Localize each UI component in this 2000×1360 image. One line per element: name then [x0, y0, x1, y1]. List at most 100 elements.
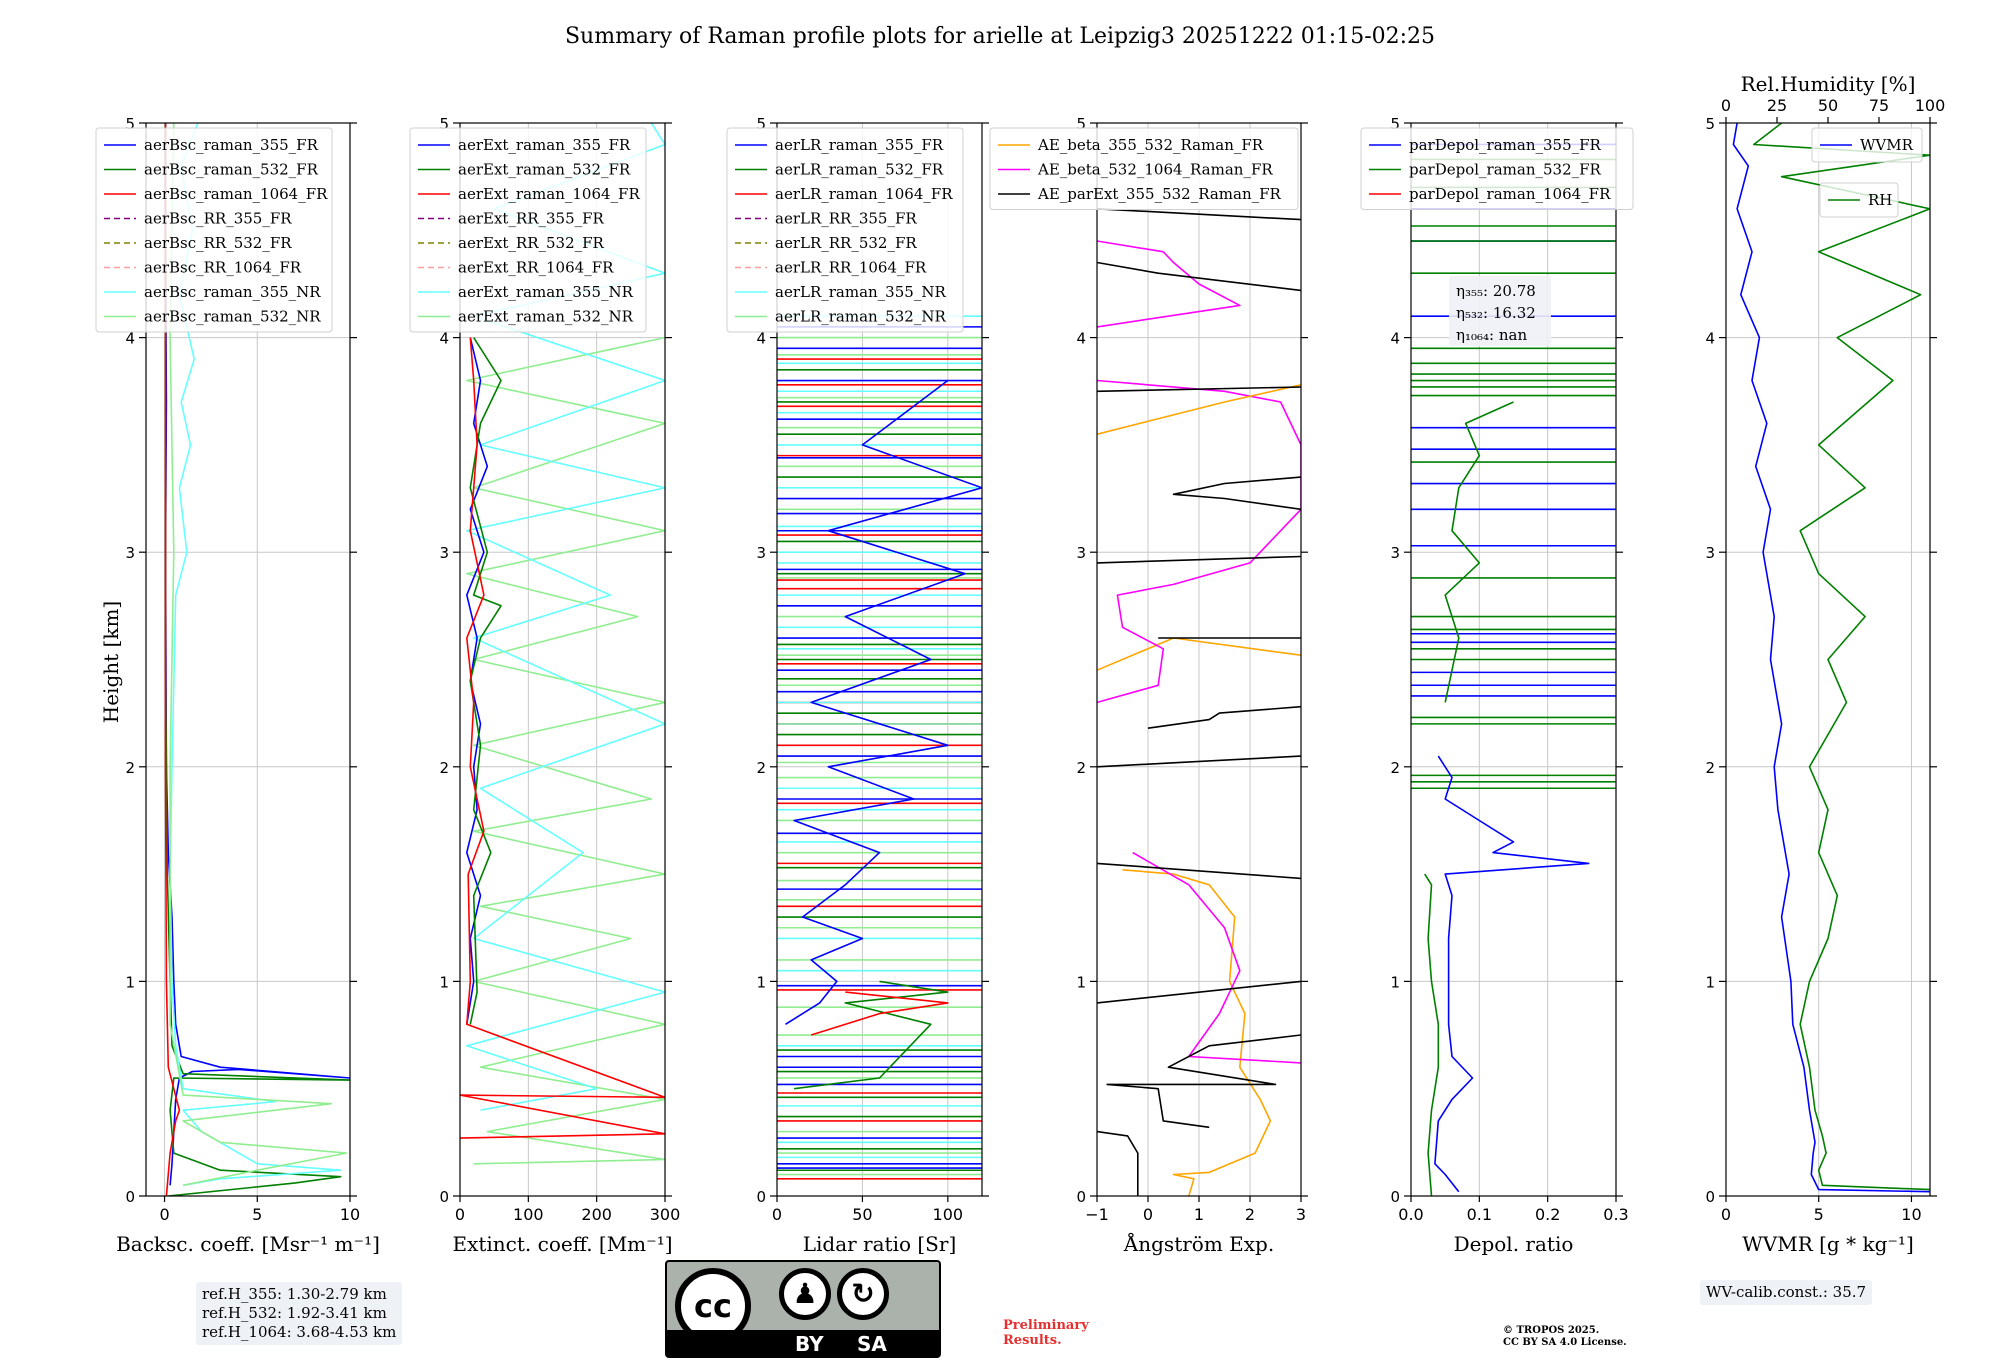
annotation-line: η₃₅₅: 20.78 — [1456, 282, 1536, 300]
series-line-AE_parExt_355_532_Raman_FR — [1097, 755, 1301, 768]
legend-item: aerExt_RR_532_FR — [458, 234, 605, 252]
legend-item: parDepol_raman_532_FR — [1409, 161, 1602, 179]
legend-item: aerLR_RR_1064_FR — [775, 259, 927, 277]
x-tick-label: 0.1 — [1467, 1205, 1492, 1224]
series-line-AE_parExt_355_532_Raman_FR — [1147, 705, 1301, 729]
ref-height-532: ref.H_532: 1.92-3.41 km — [202, 1304, 387, 1322]
y-tick-label: 2 — [125, 759, 135, 777]
depol-annotation: η₃₅₅: 20.78 η₅₃₂: 16.32 η₁₀₆₄: nan — [1449, 276, 1551, 346]
x-tick-label: −1 — [1085, 1205, 1109, 1224]
top-x-tick-label: 0 — [1721, 96, 1731, 115]
y-tick-label: 1 — [1705, 973, 1715, 991]
y-tick-label: 3 — [125, 544, 135, 562]
preliminary-line-1: Preliminary — [1003, 1318, 1089, 1333]
legend-item: aerBsc_RR_355_FR — [144, 210, 292, 228]
x-tick-label: 300 — [650, 1205, 681, 1224]
by-label: BY — [795, 1332, 824, 1356]
legend-box — [1360, 127, 1634, 210]
legend-item: aerBsc_raman_355_FR — [144, 136, 319, 154]
x-tick-label: 0 — [1721, 1205, 1731, 1224]
legend-box — [726, 127, 964, 333]
ref-heights-box: ref.H_355: 1.30-2.79 km ref.H_532: 1.92-… — [196, 1282, 403, 1345]
panel-depol: 0 1 2 3 4 5 0.0 0.1 0.2 0.3 Depol. ratio parDepol_r… — [1360, 115, 1634, 1256]
series-line-AE_parExt_355_532_Raman_FR — [1172, 476, 1301, 511]
top-x-axis-label: Rel.Humidity [%] — [1741, 72, 1916, 96]
series-line-AE_parExt_355_532_Raman_FR — [1097, 1130, 1139, 1196]
legend-box — [409, 127, 647, 333]
cc-license-badge[interactable]: cc ♟ ↻ BY SA — [665, 1260, 941, 1358]
y-tick-label: 3 — [1076, 544, 1086, 562]
x-axis-label: Extinct. coeff. [Mm⁻¹] — [452, 1232, 672, 1256]
axes-frame — [459, 122, 666, 1197]
by-icon: ♟ — [779, 1268, 831, 1320]
series-line-aerLR_raman_355_FR — [785, 379, 982, 1025]
series-line-AE_parExt_355_532_Raman_FR — [1097, 208, 1301, 221]
panel-ext: 0 1 2 3 4 5 0 100 200 300 Extinct. coeff. [Mm⁻¹] ae… — [409, 115, 681, 1256]
x-axis-label: Depol. ratio — [1454, 1232, 1574, 1256]
series-line-aerExt_raman_532_NR — [465, 336, 665, 1165]
series-line-AE_parExt_355_532_Raman_FR — [1097, 555, 1301, 564]
legend-item: aerExt_raman_532_FR — [458, 161, 631, 179]
legend: AE_beta_355_532_Raman_FR AE_beta_532_1064… — [989, 127, 1299, 210]
y-tick-label: 5 — [1390, 115, 1400, 133]
legend: aerLR_raman_355_FR aerLR_raman_532_FR aerL… — [726, 127, 964, 333]
legend-item: AE_parExt_355_532_Raman_FR — [1037, 185, 1282, 203]
y-tick-label: 4 — [1705, 330, 1715, 348]
legend-item: RH — [1868, 191, 1892, 209]
x-tick-label: 10 — [340, 1205, 360, 1224]
y-tick-label: 5 — [756, 115, 766, 133]
y-tick-label: 4 — [1076, 330, 1086, 348]
axes-frame — [776, 122, 983, 1197]
series-line-aerExt_raman_1064_FR — [460, 337, 665, 1139]
x-tick-label: 3 — [1296, 1205, 1306, 1224]
legend-item: aerLR_raman_355_NR — [775, 283, 946, 301]
y-tick-label: 2 — [439, 759, 449, 777]
legend-item: AE_beta_355_532_Raman_FR — [1037, 136, 1264, 154]
axes-frame — [1096, 122, 1302, 1197]
y-tick-label: 0 — [1705, 1188, 1715, 1206]
series-line-AE_beta_532_1064_Raman_FR — [1132, 851, 1301, 1064]
sa-label: SA — [857, 1332, 887, 1356]
top-x-tick-label: 50 — [1818, 96, 1838, 115]
y-tick-label: 3 — [1390, 544, 1400, 562]
y-tick-label: 5 — [1705, 115, 1715, 133]
y-tick-label: 0 — [1390, 1188, 1400, 1206]
cc-label-bar: BY SA — [667, 1330, 939, 1356]
legend-item: parDepol_raman_355_FR — [1409, 136, 1602, 154]
x-axis-label: Lidar ratio [Sr] — [803, 1232, 957, 1256]
series-line-aerBsc_raman_532_NR — [169, 123, 348, 1187]
y-tick-label: 2 — [1076, 759, 1086, 777]
legend-item: aerBsc_raman_532_NR — [144, 308, 321, 326]
x-tick-label: 5 — [1814, 1205, 1824, 1224]
legend-item: aerExt_raman_532_NR — [458, 308, 634, 326]
legend-item: aerBsc_raman_1064_FR — [144, 185, 328, 203]
y-tick-label: 0 — [756, 1188, 766, 1206]
x-tick-label: 0 — [455, 1205, 465, 1224]
y-tick-label: 5 — [1076, 115, 1086, 133]
axes-frame — [1410, 122, 1617, 1197]
legend-item: aerLR_raman_1064_FR — [775, 185, 953, 203]
series-line-aerExt_raman_355_NR — [465, 123, 665, 1111]
x-axis-label: WVMR [g * kg⁻¹] — [1742, 1232, 1914, 1256]
series-line-aerLR_raman_1064_FR — [810, 991, 949, 1036]
x-tick-label: 10 — [1901, 1205, 1921, 1224]
series-line-RH — [1753, 123, 1930, 1191]
sa-icon: ↻ — [837, 1268, 889, 1320]
series-line-parDepol_raman_532_FR — [1424, 873, 1440, 1196]
ref-height-1064: ref.H_1064: 3.68-4.53 km — [202, 1323, 397, 1341]
y-tick-label: 0 — [125, 1188, 135, 1206]
series-group — [460, 123, 665, 1165]
legend: parDepol_raman_355_FR parDepol_raman_532_… — [1360, 127, 1634, 210]
series-line-AE_parExt_355_532_Raman_FR — [1097, 862, 1301, 880]
panel-bsc: 0 1 2 3 4 5 0 5 10 Backsc. coeff. [Msr⁻¹ m⁻¹] aerB… — [95, 115, 380, 1256]
legend-item: aerExt_RR_355_FR — [458, 210, 605, 228]
series-line-aerBsc_raman_1064_FR — [164, 123, 181, 1196]
x-tick-label: 100 — [513, 1205, 544, 1224]
series-group — [1097, 208, 1301, 1196]
preliminary-note: Preliminary Results. — [1003, 1318, 1089, 1348]
y-tick-label: 3 — [1705, 544, 1715, 562]
